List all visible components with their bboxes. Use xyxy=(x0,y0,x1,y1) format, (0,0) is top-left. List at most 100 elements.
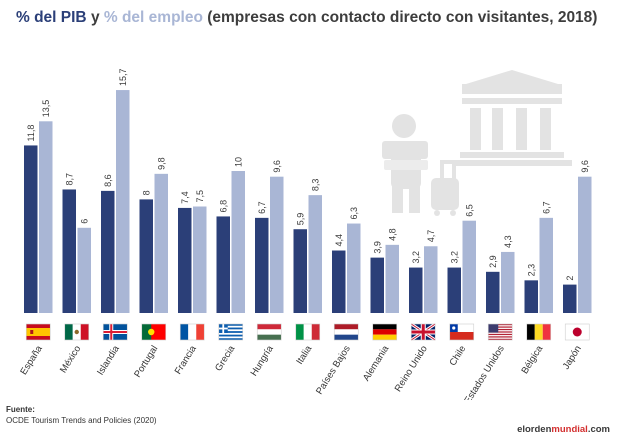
x-tick-label: Reino Unido xyxy=(393,344,430,394)
value-label-empleo: 6 xyxy=(79,219,89,224)
bar-empleo xyxy=(231,171,245,313)
value-label-empleo: 7,5 xyxy=(195,190,205,203)
bar-pib xyxy=(332,250,346,313)
value-label-empleo: 15,7 xyxy=(118,69,128,87)
value-label-empleo: 9,8 xyxy=(156,157,166,170)
brand-logo: elordenmundial.com xyxy=(517,424,610,435)
bar-pib xyxy=(255,217,269,313)
value-label-empleo: 6,5 xyxy=(464,204,474,217)
bar-chart: 11,8 13,5 8,7 6 8,6 15,7 8 9,8 7,4 7,5 6,8 10 6,7 9,6… xyxy=(18,69,592,400)
x-tick-label: Chile xyxy=(447,344,468,368)
value-label-pib: 8 xyxy=(141,190,151,195)
x-tick-label: Alemania xyxy=(361,343,392,383)
bar-empleo xyxy=(193,206,207,313)
brand-post: .com xyxy=(587,424,610,435)
value-label-empleo: 8,3 xyxy=(310,179,320,192)
bar-pib xyxy=(524,280,538,313)
bar-pib xyxy=(101,190,115,313)
bar-pib xyxy=(563,284,577,313)
value-label-empleo: 9,6 xyxy=(272,160,282,173)
value-label-pib: 3,9 xyxy=(372,241,382,254)
value-label-empleo: 6,7 xyxy=(541,201,551,214)
flag-chile-icon xyxy=(449,323,475,341)
title-empleo-label: % del empleo xyxy=(103,9,203,26)
value-label-empleo: 4,8 xyxy=(387,228,397,241)
bar-empleo xyxy=(501,251,515,313)
flag-portugal-icon xyxy=(141,323,167,341)
brand-pre: elorden xyxy=(517,424,552,435)
value-label-pib: 6,8 xyxy=(218,200,228,213)
x-tick-label: Francia xyxy=(173,343,199,376)
value-label-empleo: 10 xyxy=(233,157,243,167)
flag-uk-icon xyxy=(410,322,437,342)
bar-pib xyxy=(62,189,76,313)
value-label-pib: 2,9 xyxy=(488,255,498,268)
title-pib-label: % del PIB xyxy=(16,9,87,26)
x-tick-label: Bélgica xyxy=(519,343,545,376)
x-tick-label: Hungría xyxy=(249,343,277,378)
value-label-pib: 5,9 xyxy=(295,213,305,226)
value-label-pib: 8,7 xyxy=(64,173,74,186)
value-label-empleo: 9,6 xyxy=(580,160,590,173)
bar-empleo xyxy=(462,220,476,313)
x-tick-label: Portugal xyxy=(132,344,160,380)
flag-netherlands-icon xyxy=(333,323,359,341)
value-label-pib: 3,2 xyxy=(411,251,421,264)
flag-france-icon xyxy=(179,323,205,341)
x-tick-label: México xyxy=(58,344,83,375)
bar-pib xyxy=(409,267,423,313)
flag-japan-icon xyxy=(564,323,590,341)
value-label-empleo: 6,3 xyxy=(349,207,359,220)
value-label-empleo: 4,3 xyxy=(503,235,513,248)
bar-empleo xyxy=(385,244,399,313)
x-tick-label: España xyxy=(18,343,45,377)
flag-germany-icon xyxy=(372,323,398,341)
bar-pib xyxy=(178,207,192,313)
source-text: OCDE Tourism Trends and Policies (2020) xyxy=(6,416,157,425)
bar-empleo xyxy=(347,223,361,313)
bar-pib xyxy=(486,271,500,313)
x-tick-label: Países Bajos xyxy=(314,344,353,397)
title-connector: y xyxy=(86,9,104,26)
flag-greece-icon xyxy=(218,323,244,341)
flag-usa-icon xyxy=(487,323,513,341)
tourist-icon xyxy=(382,114,428,213)
bar-empleo xyxy=(77,227,91,313)
bar-pib xyxy=(216,216,230,313)
source-note: Fuente: OCDE Tourism Trends and Policies… xyxy=(6,404,157,426)
bar-empleo xyxy=(270,176,284,313)
value-label-pib: 4,4 xyxy=(334,234,344,247)
museum-icon xyxy=(452,70,572,166)
source-label: Fuente: xyxy=(6,405,35,414)
chart-title: % del PIB y % del empleo (empresas con c… xyxy=(16,9,597,27)
value-label-pib: 7,4 xyxy=(180,191,190,204)
tourism-illustration xyxy=(382,70,572,216)
bar-empleo xyxy=(116,90,130,313)
bar-pib xyxy=(370,257,384,313)
value-label-empleo: 13,5 xyxy=(41,100,51,118)
value-label-pib: 11,8 xyxy=(26,125,36,142)
value-label-pib: 8,6 xyxy=(103,174,113,187)
bar-empleo xyxy=(154,173,168,313)
bar-pib xyxy=(293,229,307,313)
value-label-pib: 6,7 xyxy=(257,201,267,214)
x-tick-label: Estados Unidos xyxy=(462,344,507,400)
bar-pib xyxy=(447,267,461,313)
value-label-pib: 2 xyxy=(565,276,575,281)
value-label-empleo: 4,7 xyxy=(426,230,436,243)
flag-belgium-icon xyxy=(526,323,552,341)
bar-empleo xyxy=(539,217,553,313)
suitcase-icon xyxy=(431,160,459,216)
bar-pib xyxy=(139,199,153,313)
x-tick-label: Japón xyxy=(561,344,584,372)
value-label-pib: 2,3 xyxy=(526,264,536,277)
brand-mid: mundial xyxy=(551,424,588,435)
x-tick-label: Grecia xyxy=(213,343,238,373)
flag-iceland-icon xyxy=(102,323,128,341)
bar-empleo xyxy=(308,195,322,313)
x-tick-label: Islandia xyxy=(95,343,122,377)
x-tick-label: Italia xyxy=(294,343,314,366)
flag-italy-icon xyxy=(295,323,321,341)
flag-hungary-icon xyxy=(256,323,282,341)
bar-pib xyxy=(24,145,38,313)
